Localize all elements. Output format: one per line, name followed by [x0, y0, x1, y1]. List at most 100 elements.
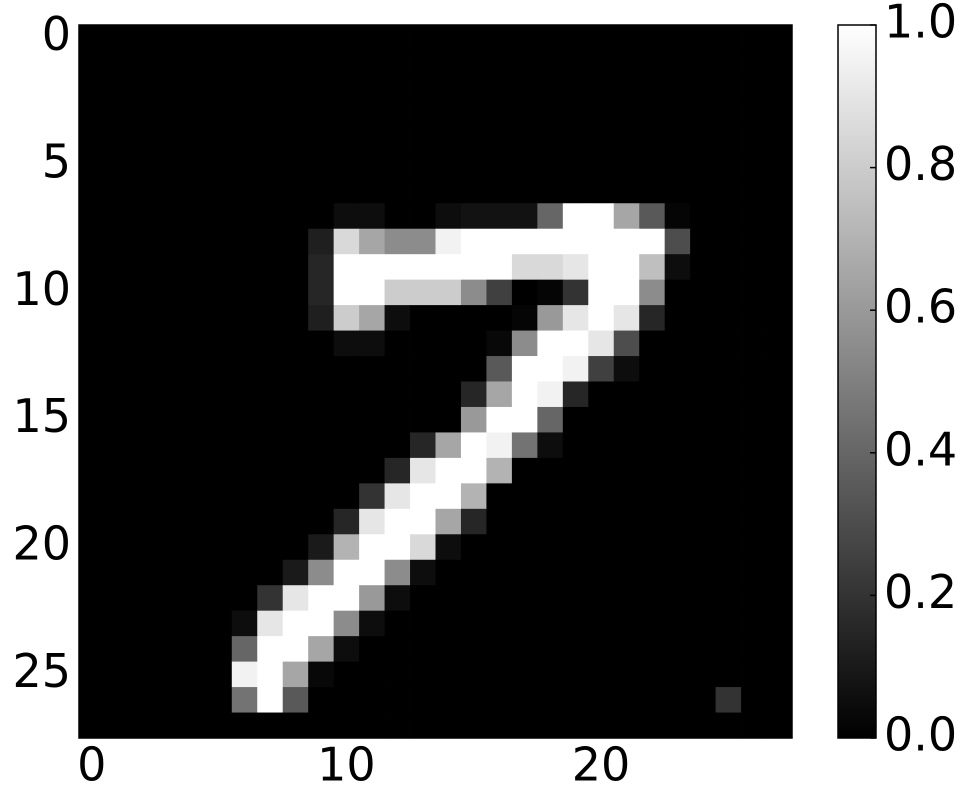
- cell: [461, 152, 487, 178]
- cell: [283, 560, 309, 586]
- cell: [614, 713, 640, 739]
- cell: [486, 432, 512, 458]
- cell: [206, 713, 232, 739]
- cell: [741, 178, 767, 204]
- y-tick-label: 15: [12, 389, 71, 443]
- cell: [181, 432, 207, 458]
- cell: [716, 432, 742, 458]
- cell: [104, 178, 130, 204]
- cell: [385, 76, 411, 102]
- cell: [181, 483, 207, 509]
- cell: [206, 432, 232, 458]
- cell: [334, 50, 360, 76]
- cell: [741, 25, 767, 51]
- cell: [232, 687, 258, 713]
- cell: [130, 50, 156, 76]
- cell: [308, 585, 334, 611]
- cell: [563, 636, 589, 662]
- cell: [461, 254, 487, 280]
- cell: [181, 458, 207, 484]
- cell: [308, 305, 334, 331]
- cell: [206, 636, 232, 662]
- cell: [206, 50, 232, 76]
- cell: [359, 356, 385, 382]
- cell: [665, 560, 691, 586]
- cell: [767, 382, 793, 408]
- cell: [130, 713, 156, 739]
- cell: [79, 305, 105, 331]
- cell: [232, 611, 258, 637]
- cell: [741, 636, 767, 662]
- cell: [486, 101, 512, 127]
- cell: [206, 611, 232, 637]
- cell: [537, 356, 563, 382]
- cell: [155, 76, 181, 102]
- cell: [410, 458, 436, 484]
- cell: [104, 611, 130, 637]
- cell: [206, 483, 232, 509]
- cell: [232, 254, 258, 280]
- cell: [512, 152, 538, 178]
- cell: [690, 254, 716, 280]
- cell: [308, 458, 334, 484]
- cell: [283, 432, 309, 458]
- cell: [461, 432, 487, 458]
- cell: [130, 254, 156, 280]
- cell: [436, 687, 462, 713]
- cell: [283, 101, 309, 127]
- cell: [436, 432, 462, 458]
- cell: [461, 611, 487, 637]
- cell: [104, 50, 130, 76]
- cell: [716, 76, 742, 102]
- cell: [486, 611, 512, 637]
- cell: [79, 509, 105, 535]
- cell: [283, 509, 309, 535]
- cell: [588, 254, 614, 280]
- cell: [257, 458, 283, 484]
- cell: [104, 76, 130, 102]
- cell: [104, 662, 130, 688]
- cell: [537, 254, 563, 280]
- cell: [155, 534, 181, 560]
- cell: [639, 611, 665, 637]
- cell: [334, 560, 360, 586]
- cell: [359, 152, 385, 178]
- cell: [359, 331, 385, 357]
- cell: [232, 585, 258, 611]
- cell: [232, 534, 258, 560]
- cell: [614, 331, 640, 357]
- cell: [79, 585, 105, 611]
- cell: [741, 152, 767, 178]
- cell: [283, 636, 309, 662]
- cell: [410, 127, 436, 153]
- cell: [334, 152, 360, 178]
- cell: [130, 382, 156, 408]
- cell: [104, 560, 130, 586]
- cell: [181, 203, 207, 229]
- cell: [155, 611, 181, 637]
- cell: [639, 432, 665, 458]
- cell: [79, 101, 105, 127]
- cell: [716, 382, 742, 408]
- cell: [283, 203, 309, 229]
- cell: [181, 713, 207, 739]
- cell: [741, 509, 767, 535]
- cell: [563, 254, 589, 280]
- cell: [257, 25, 283, 51]
- cell: [79, 560, 105, 586]
- y-tick-label: 20: [12, 517, 71, 571]
- cell: [588, 382, 614, 408]
- cell: [486, 229, 512, 255]
- cell: [130, 152, 156, 178]
- cell: [512, 305, 538, 331]
- cell: [359, 560, 385, 586]
- colorbar-tick-label: 0.0: [884, 708, 957, 762]
- cell: [461, 101, 487, 127]
- cell: [461, 229, 487, 255]
- cell: [104, 458, 130, 484]
- cell: [385, 432, 411, 458]
- cell: [334, 662, 360, 688]
- cell: [588, 203, 614, 229]
- cell: [334, 305, 360, 331]
- cell: [410, 76, 436, 102]
